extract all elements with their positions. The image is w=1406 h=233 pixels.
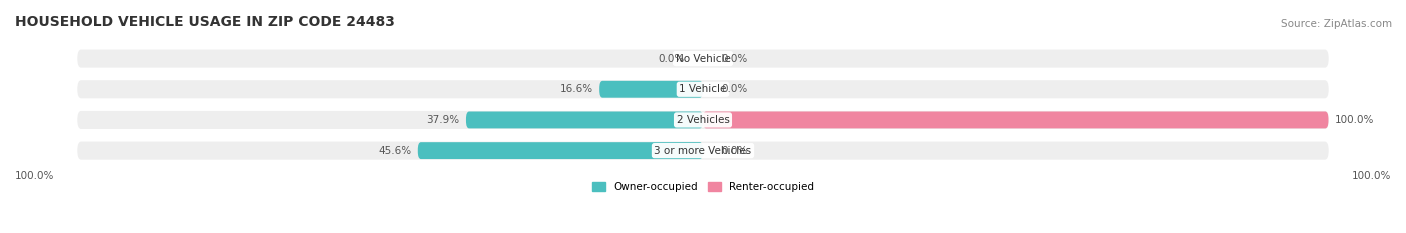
Text: 100.0%: 100.0% xyxy=(1334,115,1374,125)
Text: 0.0%: 0.0% xyxy=(721,84,748,94)
Text: 37.9%: 37.9% xyxy=(426,115,460,125)
FancyBboxPatch shape xyxy=(77,80,1329,98)
Text: 0.0%: 0.0% xyxy=(721,54,748,64)
Text: 3 or more Vehicles: 3 or more Vehicles xyxy=(654,146,752,156)
Text: 45.6%: 45.6% xyxy=(378,146,412,156)
Text: Source: ZipAtlas.com: Source: ZipAtlas.com xyxy=(1281,19,1392,29)
Text: 0.0%: 0.0% xyxy=(721,146,748,156)
Text: 100.0%: 100.0% xyxy=(1351,171,1391,181)
FancyBboxPatch shape xyxy=(599,81,703,98)
Text: 0.0%: 0.0% xyxy=(658,54,685,64)
FancyBboxPatch shape xyxy=(703,112,1329,128)
FancyBboxPatch shape xyxy=(465,112,703,128)
FancyBboxPatch shape xyxy=(77,142,1329,160)
Text: 2 Vehicles: 2 Vehicles xyxy=(676,115,730,125)
Text: 1 Vehicle: 1 Vehicle xyxy=(679,84,727,94)
Text: 100.0%: 100.0% xyxy=(15,171,55,181)
FancyBboxPatch shape xyxy=(77,50,1329,68)
FancyBboxPatch shape xyxy=(77,111,1329,129)
Legend: Owner-occupied, Renter-occupied: Owner-occupied, Renter-occupied xyxy=(588,178,818,197)
Text: No Vehicle: No Vehicle xyxy=(675,54,731,64)
Text: 16.6%: 16.6% xyxy=(560,84,593,94)
FancyBboxPatch shape xyxy=(418,142,703,159)
Text: HOUSEHOLD VEHICLE USAGE IN ZIP CODE 24483: HOUSEHOLD VEHICLE USAGE IN ZIP CODE 2448… xyxy=(15,15,395,29)
